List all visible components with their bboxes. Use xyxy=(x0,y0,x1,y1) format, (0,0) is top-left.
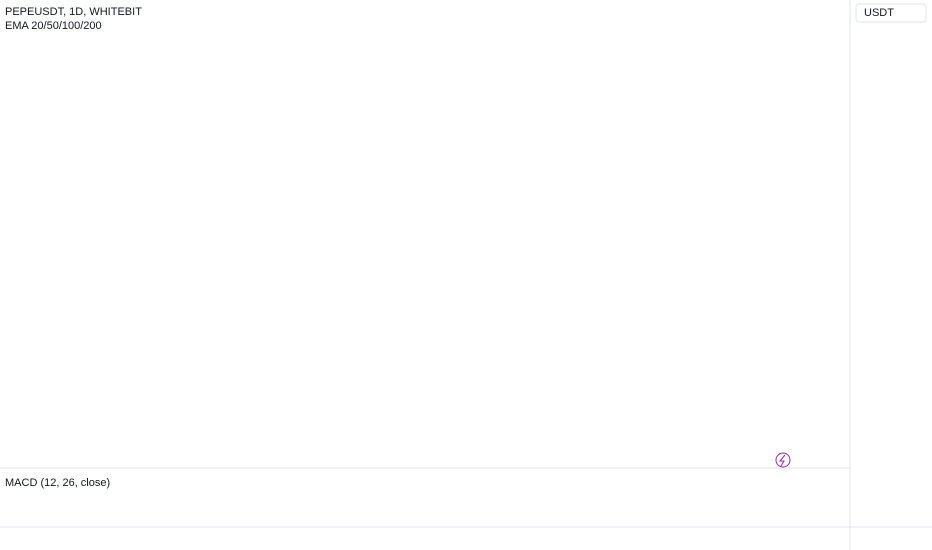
currency-box[interactable] xyxy=(855,3,927,23)
price-axis-bg xyxy=(850,0,932,550)
event-icon-bolt xyxy=(778,454,786,467)
indicator-title: EMA 20/50/100/200 xyxy=(5,20,102,32)
event-icon[interactable] xyxy=(775,452,791,468)
macd-title: MACD (12, 26, close) xyxy=(5,477,110,489)
chart-title: PEPEUSDT, 1D, WHITEBIT xyxy=(5,6,142,18)
currency[interactable]: USDT xyxy=(864,7,894,19)
